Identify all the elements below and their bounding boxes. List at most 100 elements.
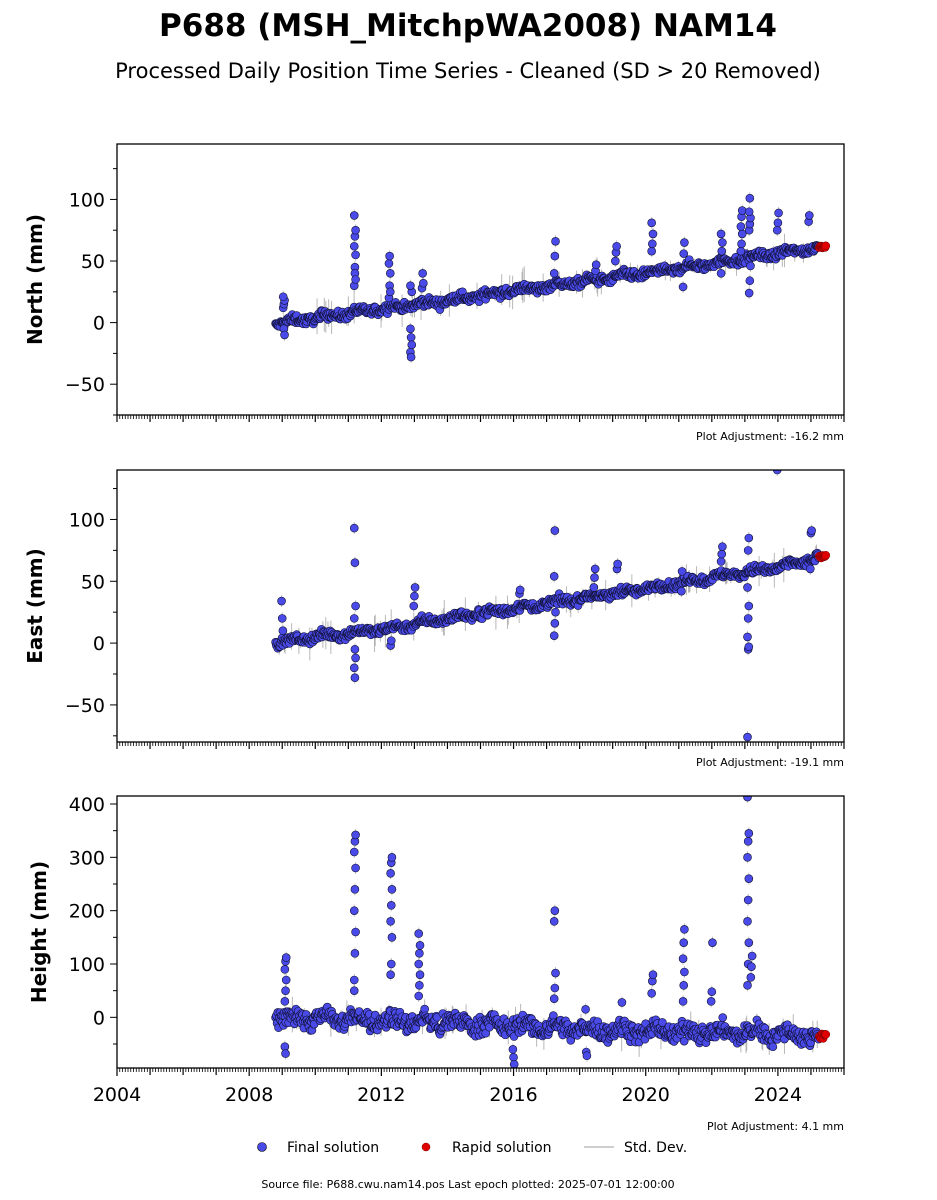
final-solution-point (386, 636, 396, 645)
final-solution-point (590, 564, 600, 574)
final-solution-point (515, 585, 525, 595)
final-solution-point (648, 970, 658, 979)
x-tick-label: 2020 (622, 1084, 670, 1106)
final-solution-point (613, 559, 622, 569)
final-solution-point (745, 193, 755, 203)
final-solution-point (745, 276, 755, 286)
final-solution-point (350, 949, 360, 958)
legend-std-label: Std. Dev. (624, 1140, 687, 1156)
final-solution-point (679, 249, 689, 258)
final-solution-point (550, 906, 560, 915)
final-solution-point (679, 1036, 689, 1046)
x-tick-label: 2024 (754, 1084, 802, 1106)
final-solution-point (743, 583, 752, 592)
y-tick-label: 400 (69, 794, 105, 816)
y-tick-label: 100 (69, 189, 105, 211)
y-axis-label: East (mm) (23, 548, 47, 664)
final-solution-point (349, 906, 359, 915)
final-solution-point (414, 959, 424, 969)
final-solution-point (384, 259, 394, 268)
final-solution-point (419, 278, 428, 288)
final-solution-point (805, 211, 814, 220)
final-solution-point (351, 863, 360, 873)
std-dev-bars (282, 192, 810, 364)
final-solution-point (550, 526, 560, 535)
final-solution-point (277, 596, 286, 606)
final-solution-point (678, 282, 688, 292)
x-tick-label: 2016 (489, 1084, 537, 1106)
final-solution-point (351, 927, 360, 937)
final-solution-point (717, 549, 727, 559)
final-solution-point (743, 917, 752, 926)
final-solution-point (677, 586, 686, 596)
final-solution-point (418, 269, 427, 278)
final-solution-point (647, 989, 656, 998)
y-tick-label: 200 (69, 901, 105, 923)
y-tick-label: 0 (93, 633, 105, 655)
final-solution-point (648, 239, 657, 249)
final-solution-points (271, 796, 823, 1068)
y-tick-label: 100 (69, 509, 105, 531)
final-solution-point (386, 917, 395, 926)
final-solution-point (706, 997, 716, 1006)
final-solution-point (743, 895, 753, 905)
final-solution-point (743, 614, 753, 623)
final-solution-point (406, 281, 415, 290)
final-solution-point (551, 968, 560, 978)
final-solution-point (611, 256, 620, 266)
final-solution-point (349, 986, 359, 995)
final-solution-point (350, 673, 360, 683)
final-solution-point (281, 975, 291, 985)
final-solution-point (386, 959, 396, 969)
final-solution-point (415, 981, 424, 990)
final-solution-point (774, 208, 783, 218)
legend-final-label: Final solution (287, 1140, 379, 1156)
north-panel: −50 0 50 100 North (mm) Plot Adjustment: -16.… (23, 143, 845, 443)
final-solution-point (508, 1045, 518, 1054)
final-solution-point (591, 260, 601, 270)
final-solution-point (551, 607, 560, 617)
final-solution-point (743, 853, 752, 862)
final-solution-point (736, 246, 746, 256)
final-solution-point (386, 869, 395, 878)
final-solution-point (744, 288, 754, 298)
final-solution-point (406, 352, 416, 362)
y-tick-label: 50 (81, 251, 105, 273)
legend: Final solution Rapid solution Std. Dev. (257, 1140, 687, 1156)
rapid-solution-point (821, 551, 831, 560)
final-solution-point (772, 225, 782, 235)
final-solution-point (744, 207, 754, 217)
final-solution-point (718, 1013, 728, 1022)
plot-area (271, 470, 831, 742)
final-solution-point (707, 987, 717, 997)
final-solution-point (549, 572, 559, 581)
final-solution-point (549, 994, 559, 1003)
final-solution-point (349, 847, 359, 857)
final-solution-point (281, 953, 291, 962)
final-solution-point (617, 998, 627, 1007)
chart-title: P688 (MSH_MitchpWA2008) NAM14 (159, 8, 777, 44)
final-solution-point (350, 644, 360, 654)
final-solution-point (744, 938, 754, 947)
x-tick-label: 2008 (225, 1084, 273, 1106)
y-axis-label: North (mm) (23, 214, 47, 345)
plot-adjustment-note: Plot Adjustment: 4.1 mm (707, 1120, 844, 1133)
final-solution-point (509, 1059, 519, 1068)
final-solution-point (551, 237, 560, 246)
final-solution-point (349, 523, 359, 533)
final-solution-point (743, 796, 752, 802)
rapid-solution-points (814, 241, 831, 253)
final-solution-point (680, 925, 689, 934)
final-solution-point (708, 938, 717, 947)
final-solution-point (772, 470, 782, 475)
final-solution-point (386, 901, 396, 910)
final-solution-point (648, 229, 658, 239)
final-solution-point (736, 222, 746, 231)
final-solution-point (717, 246, 727, 256)
final-solution-point (549, 269, 559, 278)
rapid-solution-point (821, 1030, 831, 1039)
final-solution-point (386, 970, 395, 979)
y-tick-label: 0 (93, 1007, 105, 1029)
final-solution-point (349, 663, 359, 673)
